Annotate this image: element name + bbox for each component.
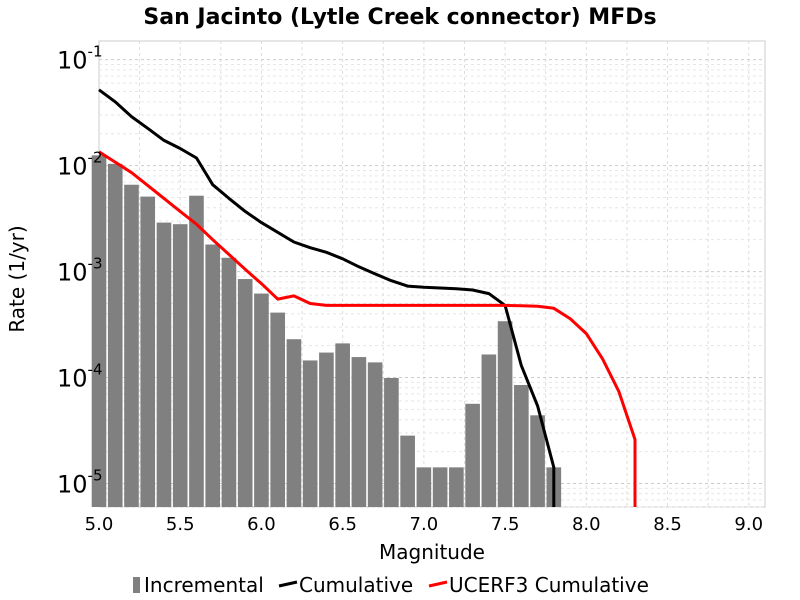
legend-swatch-cumulative [278,580,298,588]
incremental-bar-17 [367,362,383,507]
x-tick-label-1: 5.5 [166,514,195,535]
incremental-bar-15 [335,343,350,507]
incremental-bar-16 [351,357,367,507]
legend: Incremental Cumulative UCERF3 Cumulative [133,573,649,597]
chart-title: San Jacinto (Lytle Creek connector) MFDs [143,5,656,30]
cumulative-line [98,88,556,507]
incremental-bar-12 [286,339,302,507]
incremental-bar-8 [221,257,237,507]
incremental-bar-27 [530,415,545,507]
incremental-bar-0 [91,155,107,507]
incremental-bar-10 [254,293,269,507]
y-tick-label-3: 10-4 [57,361,103,393]
x-tick-label-6: 8.0 [572,514,601,535]
incremental-bar-23 [465,403,480,507]
y-tick-label-4: 10-5 [57,466,103,498]
incremental-bar-24 [481,354,497,507]
incremental-bar-7 [205,244,221,507]
y-tick-label-0: 10-1 [57,43,103,75]
legend-swatch-ucerf3-cumulative [428,580,448,588]
legend-label-2: UCERF3 Cumulative [449,573,649,597]
incremental-bar-18 [384,377,399,507]
incremental-bar-25 [497,321,513,507]
incremental-bar-14 [319,352,334,507]
incremental-bar-3 [140,196,156,507]
incremental-bar-4 [156,222,172,508]
legend-label-0: Incremental [144,573,264,597]
x-axis-label: Magnitude [379,540,485,564]
x-tick-label-4: 7.0 [410,514,439,535]
incremental-bar-11 [270,312,285,507]
incremental-bar-13 [302,360,318,507]
x-tick-label-3: 6.5 [328,514,357,535]
incremental-bar-19 [400,435,415,507]
series-lines [98,88,637,507]
incremental-bars [91,155,562,508]
x-tick-label-2: 6.0 [247,514,276,535]
incremental-bar-2 [124,184,139,508]
y-tick-label-1: 10-2 [57,149,103,181]
incremental-bar-22 [449,467,464,507]
incremental-bar-21 [432,467,448,507]
incremental-bar-26 [514,385,529,507]
legend-swatch-incremental [133,577,140,593]
x-tick-label-7: 8.5 [653,514,682,535]
incremental-bar-9 [237,279,253,507]
x-tick-label-5: 7.5 [491,514,520,535]
y-axis-label: Rate (1/yr) [5,225,29,332]
axis-ticks: 5.0 5.5 6.0 6.5 7.0 7.5 8.0 8.5 9.0 10-1 10-2 10-3 1… [57,43,763,535]
y-tick-label-2: 10-3 [57,255,103,287]
legend-label-1: Cumulative [299,573,413,597]
ucerf3-cumulative-line [98,150,637,507]
x-tick-label-8: 9.0 [734,514,763,535]
incremental-bar-20 [416,467,432,507]
incremental-bar-1 [107,163,123,508]
incremental-bar-6 [189,195,204,507]
x-tick-label-0: 5.0 [85,514,114,535]
incremental-bar-5 [172,224,188,508]
